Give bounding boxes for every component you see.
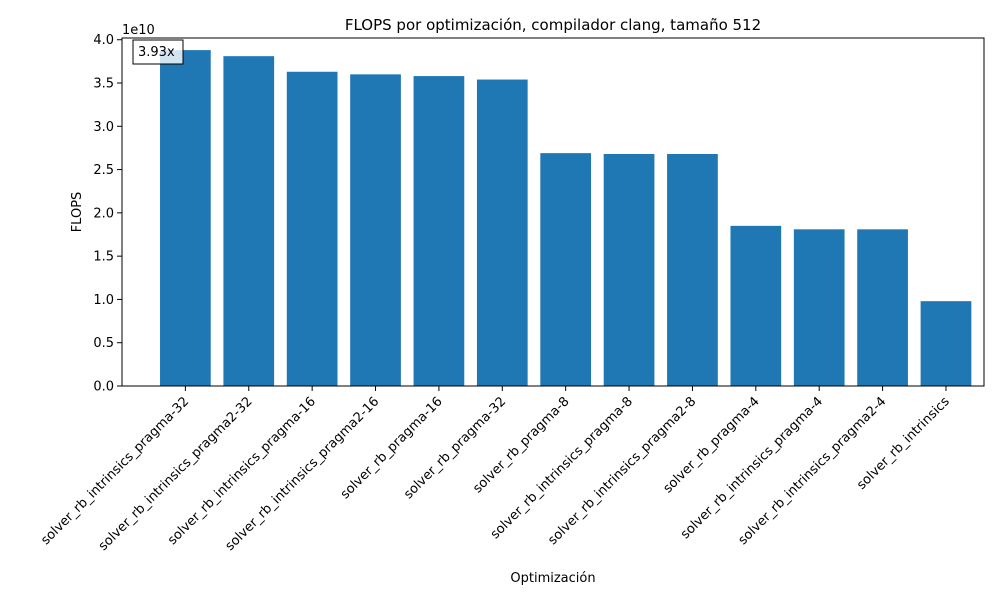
bar-solver_rb_intrinsics_pragma2-32: [223, 56, 275, 386]
y-tick-label: 0.5: [93, 336, 114, 351]
x-axis-ticks: solver_rb_intrinsics_pragma-32solver_rb_…: [38, 386, 953, 554]
bar-solver_rb_intrinsics_pragma-16: [286, 71, 338, 386]
bar-solver_rb_intrinsics_pragma2-16: [350, 74, 401, 386]
bar-solver_rb_pragma-8: [540, 153, 592, 386]
bar-solver_rb_pragma-32: [476, 79, 528, 386]
x-tick-label: solver_rb_pragma-16: [338, 394, 446, 502]
bar-solver_rb_intrinsics_pragma-8: [603, 154, 655, 386]
y-axis-label: FLOPS: [70, 192, 85, 233]
y-tick-label: 1.5: [93, 250, 114, 265]
speedup-annotation-box: [132, 39, 184, 65]
y-tick-label: 3.5: [93, 77, 114, 92]
y-tick-label: 1.0: [93, 293, 114, 308]
y-axis-offset-label: 1e10: [122, 23, 155, 38]
bar-solver_rb_intrinsics_pragma-32: [160, 50, 211, 386]
y-tick-label: 3.0: [93, 120, 114, 135]
y-tick-label: 0.0: [93, 380, 114, 395]
y-tick-label: 4.0: [93, 33, 114, 48]
speedup-annotation: 3.93x: [132, 39, 184, 65]
chart-title: FLOPS por optimización, compilador clang…: [345, 16, 761, 34]
bar-solver_rb_pragma-4: [730, 225, 782, 386]
y-axis-ticks: 0.0 0.5 1.0 1.5 2.0 2.5 3.0 3.5 4.0: [93, 33, 122, 395]
x-tick-label: solver_rb_pragma-32: [401, 394, 509, 502]
bar-solver_rb_intrinsics_pragma2-8: [667, 154, 718, 386]
bar-solver_rb_pragma-16: [413, 76, 465, 387]
y-tick-label: 2.5: [93, 163, 114, 178]
speedup-annotation-text: 3.93x: [138, 45, 175, 60]
bar-solver_rb_intrinsics_pragma-4: [793, 229, 845, 386]
plot-frame: [121, 37, 985, 387]
x-axis-label: Optimización: [510, 571, 595, 586]
y-tick-label: 2.0: [93, 206, 114, 221]
bar-solver_rb_intrinsics_pragma2-4: [857, 229, 908, 386]
bar-solver_rb_intrinsics: [920, 301, 972, 386]
bars-group: [160, 50, 972, 387]
